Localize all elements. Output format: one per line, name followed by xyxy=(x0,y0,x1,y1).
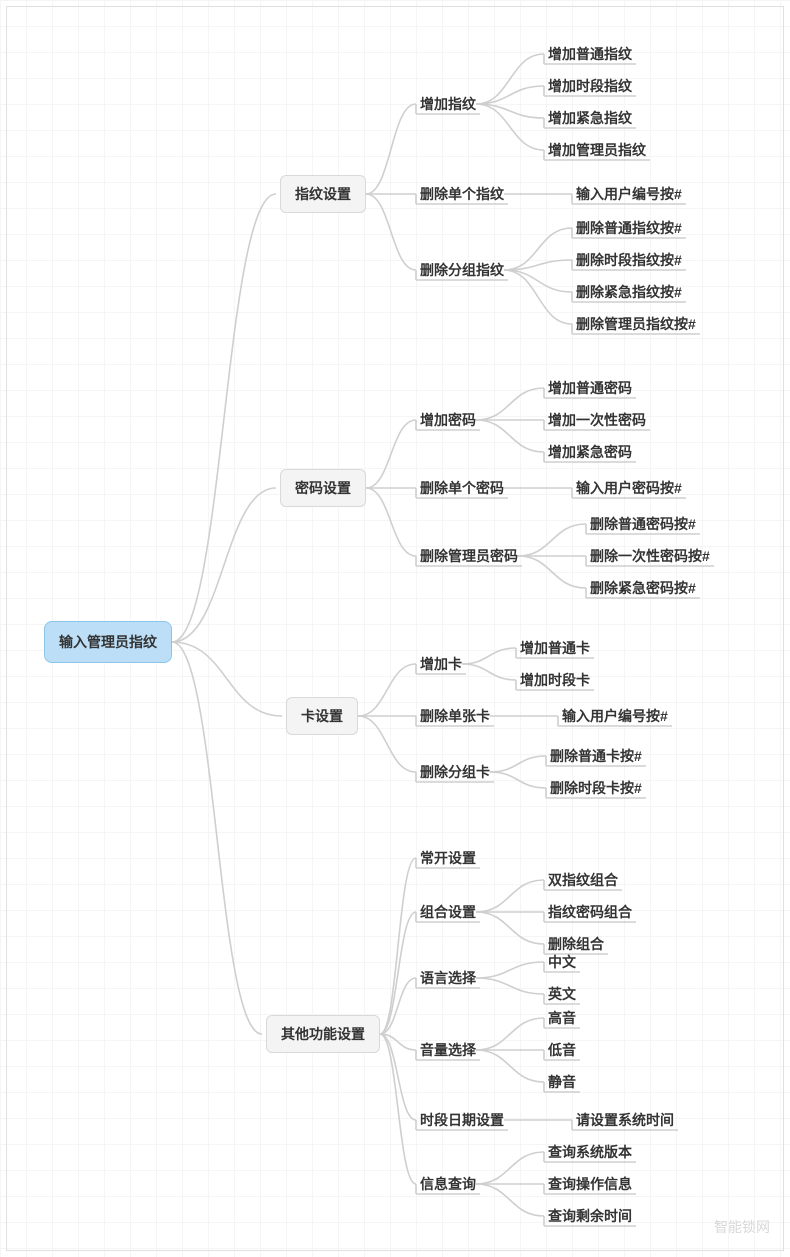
node-l2_2a: 增加密码 xyxy=(420,410,476,430)
node-l3_4e1: 请设置系统时间 xyxy=(576,1110,674,1130)
node-l3_4f2: 查询操作信息 xyxy=(548,1174,632,1194)
node-l3_1a4: 增加管理员指纹 xyxy=(548,140,646,160)
node-l3_4c2: 英文 xyxy=(548,984,576,1004)
node-l3_4d3: 静音 xyxy=(548,1072,576,1092)
node-l3_1c1: 删除普通指纹按# xyxy=(576,218,682,238)
node-l3_1c4: 删除管理员指纹按# xyxy=(576,314,696,334)
node-l2_2b: 删除单个密码 xyxy=(420,478,504,498)
node-l3_2a1: 增加普通密码 xyxy=(548,378,632,398)
node-l3_2c1: 删除普通密码按# xyxy=(590,514,696,534)
node-l3_2b1: 输入用户密码按# xyxy=(576,478,682,498)
node-l3_1a1: 增加普通指纹 xyxy=(548,44,632,64)
node-l3_4d2: 低音 xyxy=(548,1040,576,1060)
node-l2_3b: 删除单张卡 xyxy=(420,706,490,726)
node-l2_4c: 语言选择 xyxy=(420,968,476,988)
node-l3_4b1: 双指纹组合 xyxy=(548,870,618,890)
node-l2_1a: 增加指纹 xyxy=(420,94,476,114)
node-l1_1: 指纹设置 xyxy=(280,175,366,213)
node-l3_2c3: 删除紧急密码按# xyxy=(590,578,696,598)
node-l3_1a3: 增加紧急指纹 xyxy=(548,108,632,128)
node-l3_4b2: 指纹密码组合 xyxy=(548,902,632,922)
node-l2_4d: 音量选择 xyxy=(420,1040,476,1060)
node-l3_4c1: 中文 xyxy=(548,952,576,972)
node-l3_1c3: 删除紧急指纹按# xyxy=(576,282,682,302)
node-l3_1c2: 删除时段指纹按# xyxy=(576,250,682,270)
node-l1_2: 密码设置 xyxy=(280,469,366,507)
node-l3_3c2: 删除时段卡按# xyxy=(550,778,642,798)
node-l1_4: 其他功能设置 xyxy=(266,1015,380,1053)
node-l2_4e: 时段日期设置 xyxy=(420,1110,504,1130)
node-l3_4b3: 删除组合 xyxy=(548,934,604,954)
node-l3_3a2: 增加时段卡 xyxy=(520,670,590,690)
node-l2_2c: 删除管理员密码 xyxy=(420,546,518,566)
node-l2_1b: 删除单个指纹 xyxy=(420,184,504,204)
node-l3_3b1: 输入用户编号按# xyxy=(562,706,668,726)
node-l3_2c2: 删除一次性密码按# xyxy=(590,546,710,566)
node-l2_4f: 信息查询 xyxy=(420,1174,476,1194)
node-l2_1c: 删除分组指纹 xyxy=(420,260,504,280)
node-l3_3a1: 增加普通卡 xyxy=(520,638,590,658)
node-l3_2a2: 增加一次性密码 xyxy=(548,410,646,430)
node-l1_3: 卡设置 xyxy=(286,697,358,735)
node-l3_3c1: 删除普通卡按# xyxy=(550,746,642,766)
node-l2_3a: 增加卡 xyxy=(420,654,462,674)
node-l2_4a: 常开设置 xyxy=(420,848,476,868)
node-l3_1a2: 增加时段指纹 xyxy=(548,76,632,96)
node-l3_4d1: 高音 xyxy=(548,1008,576,1028)
node-l2_3c: 删除分组卡 xyxy=(420,762,490,782)
node-l3_4f3: 查询剩余时间 xyxy=(548,1206,632,1226)
node-root: 输入管理员指纹 xyxy=(44,621,172,663)
watermark-text: 智能锁网 xyxy=(714,1217,770,1237)
node-l2_4b: 组合设置 xyxy=(420,902,476,922)
node-l3_2a3: 增加紧急密码 xyxy=(548,442,632,462)
node-l3_1b1: 输入用户编号按# xyxy=(576,184,682,204)
node-l3_4f1: 查询系统版本 xyxy=(548,1142,632,1162)
